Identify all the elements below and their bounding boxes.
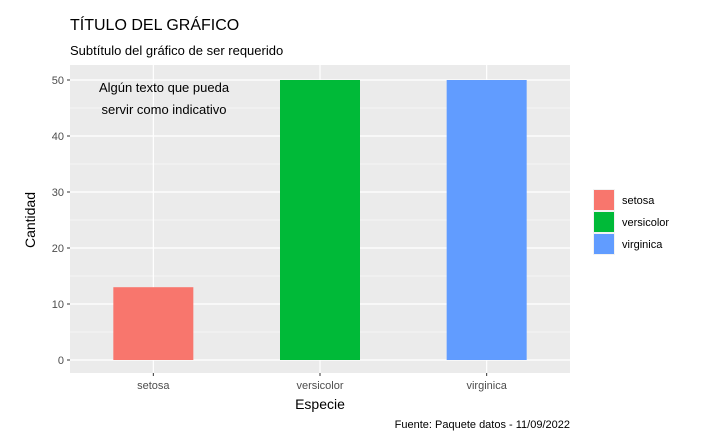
x-tick-label: setosa <box>137 380 170 392</box>
y-axis-ticks: 0 10 20 30 40 50 <box>52 75 70 367</box>
chart-subtitle: Subtítulo del gráfico de ser requerido <box>70 43 283 58</box>
y-tick-label: 0 <box>58 355 64 367</box>
legend: setosa versicolor virginica <box>593 189 669 255</box>
legend-label-virginica: virginica <box>622 239 663 251</box>
legend-swatch-versicolor <box>594 212 614 232</box>
y-tick-label: 10 <box>52 299 64 311</box>
annotation-line-1: Algún texto que pueda <box>99 80 230 95</box>
annotation-line-2: servir como indicativo <box>102 102 227 117</box>
x-axis-ticks: setosa versicolor virginica <box>137 373 508 392</box>
chart-title: TÍTULO DEL GRÁFICO <box>70 15 239 34</box>
legend-swatch-setosa <box>594 190 614 210</box>
x-axis-title: Especie <box>295 396 345 412</box>
y-axis-title: Cantidad <box>22 192 38 248</box>
caption: Fuente: Paquete datos - 11/09/2022 <box>395 419 570 431</box>
y-tick-label: 50 <box>52 75 64 87</box>
x-tick-label: versicolor <box>296 380 343 392</box>
y-tick-label: 20 <box>52 243 64 255</box>
x-tick-label: virginica <box>466 380 507 392</box>
bar-virginica <box>446 80 527 360</box>
legend-label-setosa: setosa <box>622 195 655 207</box>
y-tick-label: 40 <box>52 131 64 143</box>
bar-versicolor <box>280 80 360 360</box>
bar-setosa <box>113 287 194 360</box>
legend-swatch-virginica <box>594 234 614 254</box>
bars <box>113 80 527 360</box>
legend-label-versicolor: versicolor <box>622 217 669 229</box>
y-tick-label: 30 <box>52 187 64 199</box>
